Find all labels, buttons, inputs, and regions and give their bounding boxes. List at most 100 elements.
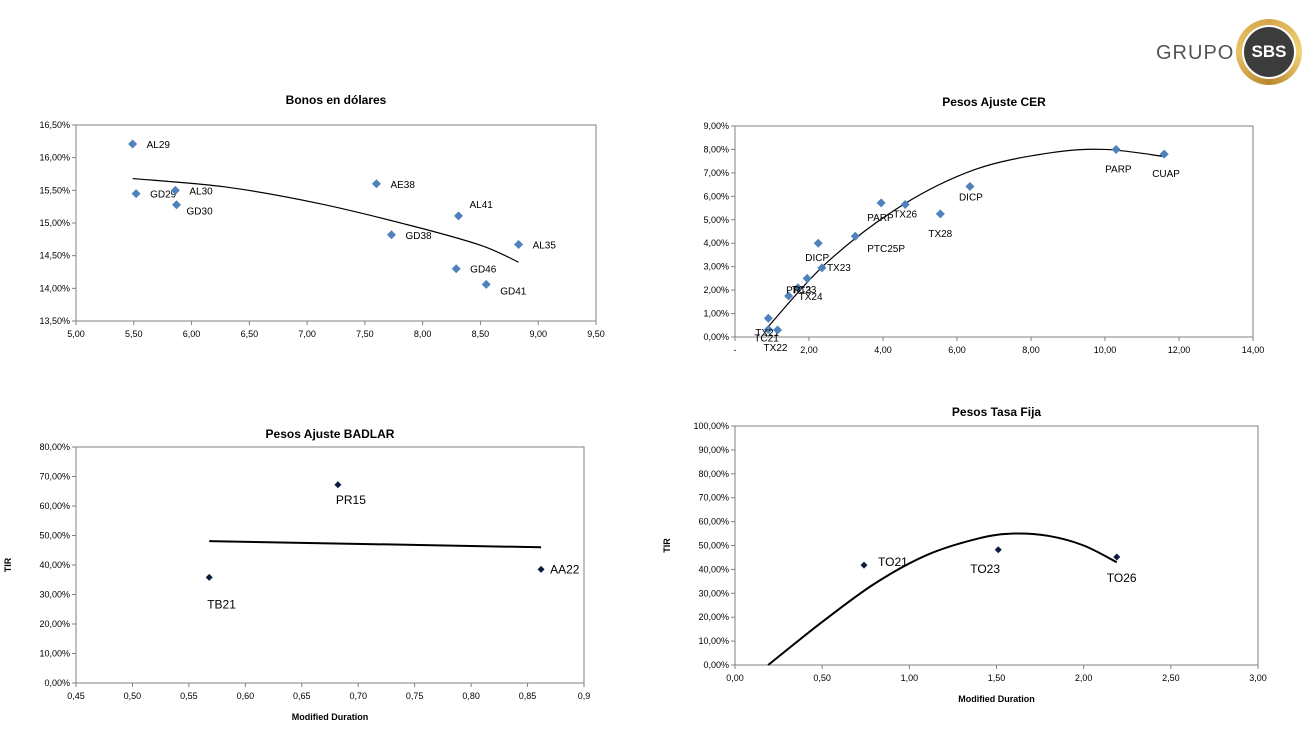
plot-area [734,125,1254,338]
data-point [537,565,545,573]
chart-title: Pesos Tasa Fija [952,405,1041,419]
data-point [994,546,1002,554]
y-tick-label: 0,00% [703,332,729,342]
point-label: PTC25P [867,244,905,255]
x-tick-label: 2,00 [1075,673,1093,683]
data-point [813,238,823,248]
x-tick-label: 0,60 [237,691,255,701]
x-tick-label: 6,50 [241,329,259,339]
x-tick-label: 7,00 [298,329,316,339]
data-point [784,291,794,301]
point-label: TC21 [754,333,779,344]
x-tick-label: 6,00 [183,329,201,339]
y-tick-label: 50,00% [39,531,70,541]
point-label: TX28 [928,229,952,240]
chart-title: Pesos Ajuste CER [942,95,1046,109]
x-tick-label: 7,50 [356,329,374,339]
data-point [334,481,342,489]
x-tick-label: 3,00 [1249,673,1267,683]
point-label: GD46 [470,265,497,276]
data-point [763,324,773,334]
point-label: PARP [1105,164,1132,175]
data-point [763,313,773,323]
y-tick-label: 6,00% [703,191,729,201]
x-tick-label: 1,50 [988,673,1006,683]
point-label: CUAP [1152,169,1180,180]
data-point [386,230,396,240]
x-tick-label: 4,00 [874,345,892,355]
data-point [205,573,213,581]
x-tick-label: 5,50 [125,329,143,339]
x-tick-label: 0,45 [67,691,85,701]
point-label: GD30 [187,207,214,218]
data-point [1113,553,1121,561]
trendline [767,532,1118,666]
y-tick-label: 60,00% [698,517,729,527]
point-label: AL30 [189,186,213,197]
y-tick-label: 80,00% [698,469,729,479]
y-tick-label: 1,00% [703,309,729,319]
chart-title: Bonos en dólares [286,93,387,107]
data-point [172,200,182,210]
point-label: GD38 [405,231,432,242]
y-tick-label: 14,50% [39,251,70,261]
x-tick-label: 8,00 [1022,345,1040,355]
data-point [1111,144,1121,154]
y-tick-label: 70,00% [698,493,729,503]
x-tick-label: 0,75 [406,691,424,701]
data-point [451,264,461,274]
x-tick-label: 14,00 [1242,345,1265,355]
y-tick-label: 30,00% [698,588,729,598]
y-tick-label: 4,00% [703,238,729,248]
logo-ring: SBS [1236,19,1302,85]
point-label: TX21 [755,328,779,339]
point-label: TO26 [1107,571,1137,585]
x-tick-label: 10,00 [1094,345,1117,355]
x-tick-label: 0,85 [519,691,537,701]
y-tick-label: 70,00% [39,472,70,482]
x-tick-label: 0,70 [349,691,367,701]
data-point [850,231,860,241]
data-point [860,561,868,569]
plot-area [734,425,1259,666]
y-axis-label: TIR [3,557,13,572]
y-tick-label: 9,00% [703,121,729,131]
point-label: AL41 [469,200,493,211]
x-tick-label: 0,65 [293,691,311,701]
point-label: PR15 [336,493,366,507]
data-point [1159,149,1169,159]
chart-title: Pesos Ajuste BADLAR [266,427,395,441]
y-tick-label: 20,00% [698,612,729,622]
y-tick-label: 16,00% [39,153,70,163]
data-point [793,283,803,293]
x-tick-label: 8,50 [472,329,490,339]
y-tick-label: 20,00% [39,619,70,629]
point-label: GD29 [150,190,177,201]
data-point [481,279,491,289]
y-tick-label: 15,00% [39,218,70,228]
trendline [767,148,1165,327]
y-tick-label: 10,00% [39,649,70,659]
x-tick-label: 0,80 [462,691,480,701]
x-tick-label: 2,00 [800,345,818,355]
y-tick-label: 60,00% [39,501,70,511]
data-point [935,209,945,219]
point-label: AL29 [147,140,171,151]
y-tick-label: 8,00% [703,144,729,154]
y-tick-label: 16,50% [39,120,70,130]
x-tick-label: 6,00 [948,345,966,355]
grupo-sbs-logo: GRUPO SBS [1150,18,1302,88]
logo-mark: SBS [1244,27,1294,77]
y-axis-label: TIR [662,538,672,553]
y-tick-label: 15,50% [39,185,70,195]
logo-group-text: GRUPO [1156,42,1235,64]
point-label: AE38 [390,180,415,191]
x-tick-label: 0,50 [813,673,831,683]
point-label: TX22 [764,343,788,354]
point-label: DICP [959,192,983,203]
trendline [132,177,519,263]
y-tick-label: 90,00% [698,445,729,455]
